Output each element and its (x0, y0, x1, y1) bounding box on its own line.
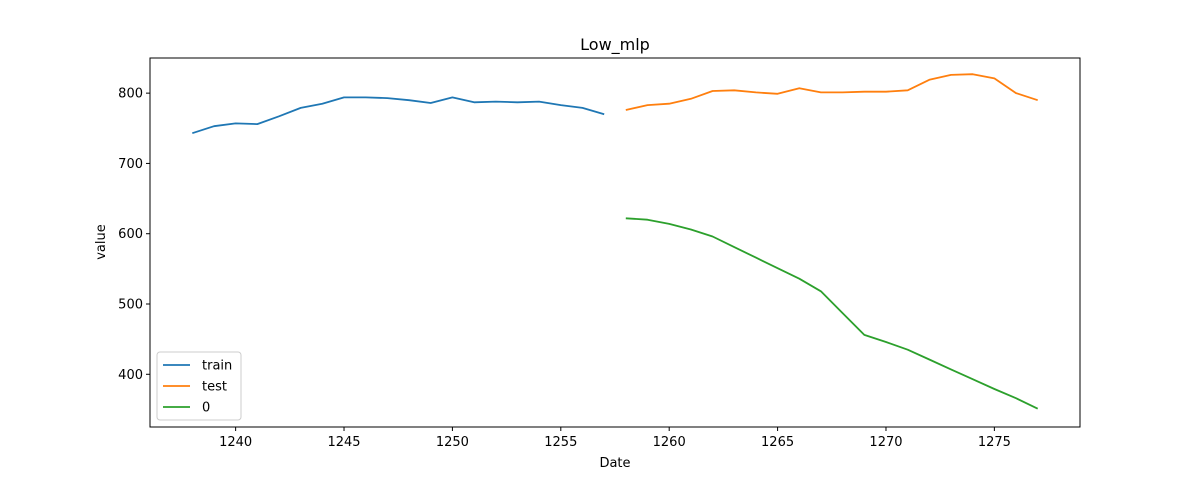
legend-label-test: test (202, 380, 227, 395)
y-tick-label: 600 (118, 227, 143, 242)
y-tick-label: 800 (118, 87, 143, 102)
y-tick-label: 400 (118, 368, 143, 383)
chart-title: Low_mlp (580, 35, 650, 55)
y-axis-label: value (94, 224, 109, 260)
y-axis: 400 500 600 700 800 (118, 87, 150, 383)
legend-box (156, 351, 242, 421)
y-tick-label: 700 (118, 157, 143, 172)
series-lines (192, 73, 1039, 410)
x-axis-label: Date (599, 456, 630, 471)
legend-label-0: 0 (202, 401, 210, 416)
legend-label-train: train (202, 359, 232, 374)
x-tick-label: 1250 (436, 435, 469, 450)
series-line-train (192, 96, 605, 135)
x-tick-label: 1240 (219, 435, 252, 450)
x-axis: 1240 1245 1250 1255 1260 1265 1270 1275 (219, 427, 1011, 450)
x-tick-label: 1245 (327, 435, 360, 450)
x-tick-label: 1260 (653, 435, 686, 450)
series-line-0 (625, 217, 1039, 410)
y-tick-label: 500 (118, 298, 143, 313)
series-line-test (625, 73, 1038, 111)
x-tick-label: 1265 (761, 435, 794, 450)
x-tick-label: 1275 (978, 435, 1011, 450)
x-tick-label: 1255 (544, 435, 577, 450)
x-tick-label: 1270 (869, 435, 902, 450)
plot-area (149, 57, 1081, 428)
legend: train test 0 (156, 351, 242, 421)
